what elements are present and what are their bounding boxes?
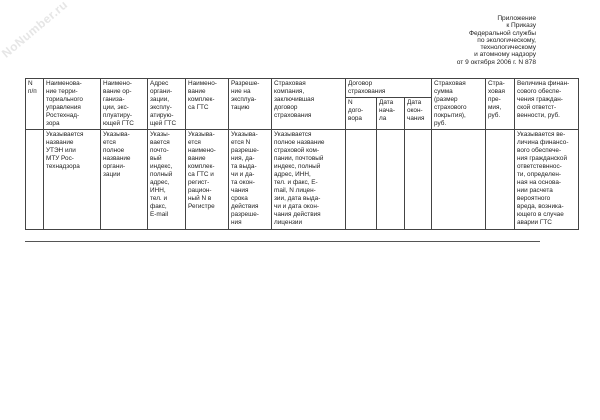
header-premium: Стра- ховая пре- мия, руб. (485, 78, 515, 130)
header-sum-insured: Страховая сумма (размер страхового покры… (431, 78, 486, 130)
table-row: Указывается название УТЭН или МТУ Рос- т… (25, 129, 579, 230)
cell (25, 129, 44, 230)
cell: Указыва- ется наимено- вание комплек- са… (185, 129, 229, 230)
cell: Указывается ве- личина финансо- вого обе… (514, 129, 579, 230)
header-contract: Договор страхования (345, 78, 432, 98)
header-contract-number: N дого- вора (345, 97, 377, 130)
cell (485, 129, 515, 230)
gts-insurance-table: N п/п Наименова- ние терри- ториального … (25, 78, 579, 230)
cell: Указы- вается почто- вый индекс, полный … (147, 129, 186, 230)
cell (431, 129, 486, 230)
cell (376, 129, 405, 230)
cell: Указыва- ется N разреше- ния, да- та выд… (228, 129, 272, 230)
footnote-divider (25, 241, 540, 242)
cell (404, 129, 432, 230)
header-operator-address: Адрес органи- зации, эксплу- атирую- щей… (147, 78, 186, 130)
header-permit: Разреше- ние на эксплуа- тацию (228, 78, 272, 130)
header-contract-start: Дата нача- ла (376, 97, 405, 130)
cell: Указыва- ется полное название органи- за… (100, 129, 148, 230)
cell (345, 129, 377, 230)
header-number: N п/п (25, 78, 44, 130)
header-complex-name: Наимено- вание комплек- са ГТС (185, 78, 229, 130)
cell: Указывается название УТЭН или МТУ Рос- т… (43, 129, 101, 230)
header-contract-end: Дата окон- чания (404, 97, 432, 130)
header-territorial-office: Наименова- ние терри- ториального управл… (43, 78, 101, 130)
header-operator-name: Наимено- вание ор- ганиза- ции, экс- плу… (100, 78, 148, 130)
watermark: NoNumber.ru (0, 0, 71, 61)
appendix-note: Приложение к Приказу Федеральной службы … (456, 15, 536, 66)
header-insurer: Страховая компания, заключившая договор … (271, 78, 346, 130)
header-liability-amount: Величина финан- сового обеспе- чения гра… (514, 78, 579, 130)
cell: Указывается полное название страховой ко… (271, 129, 346, 230)
